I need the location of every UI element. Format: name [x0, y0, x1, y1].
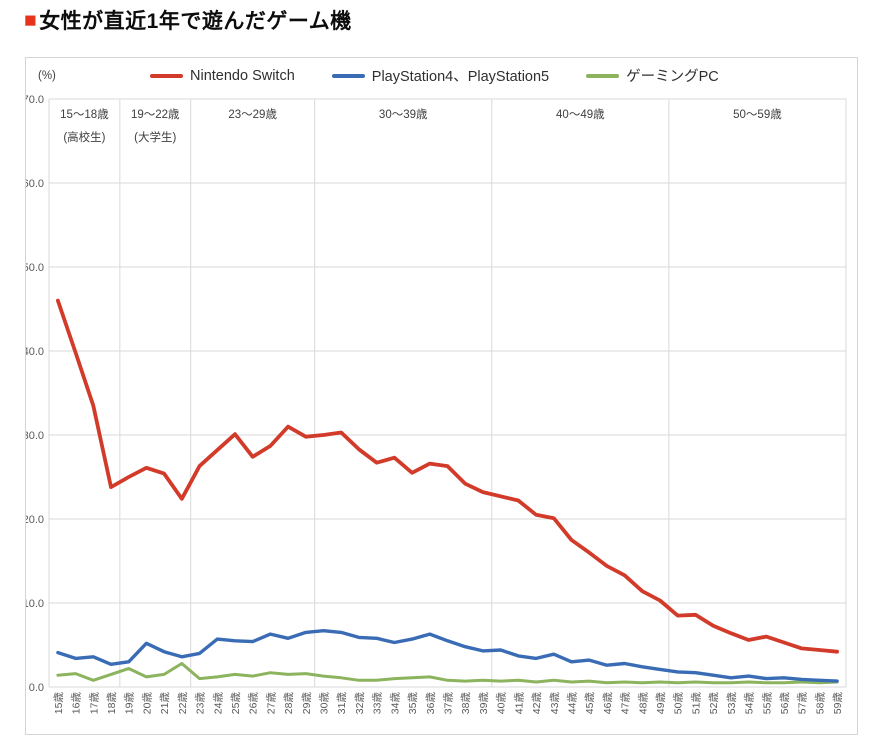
legend-label-gaming-pc: ゲーミングPC — [626, 69, 719, 85]
svg-text:43歳: 43歳 — [549, 692, 561, 715]
svg-text:35歳: 35歳 — [407, 692, 419, 715]
page-title-text: 女性が直近1年で遊んだゲーム機 — [39, 10, 352, 33]
svg-text:50.0: 50.0 — [26, 262, 44, 274]
legend-item-gaming-pc: ゲーミングPC — [586, 65, 719, 86]
svg-text:22歳: 22歳 — [177, 692, 189, 715]
svg-text:0.0: 0.0 — [29, 682, 44, 694]
svg-text:70.0: 70.0 — [26, 94, 44, 106]
svg-text:50歳: 50歳 — [673, 692, 685, 715]
svg-text:24歳: 24歳 — [212, 692, 224, 715]
svg-text:23〜29歳: 23〜29歳 — [228, 108, 277, 121]
chart-frame: (%) Nintendo Switch PlayStation4、PlaySta… — [25, 57, 858, 735]
svg-text:40.0: 40.0 — [26, 346, 44, 358]
svg-text:39歳: 39歳 — [478, 692, 490, 715]
svg-text:27歳: 27歳 — [265, 692, 277, 715]
svg-text:20歳: 20歳 — [141, 692, 153, 715]
svg-text:21歳: 21歳 — [159, 692, 171, 715]
svg-text:57歳: 57歳 — [797, 692, 809, 715]
svg-text:18歳: 18歳 — [106, 692, 118, 715]
svg-text:31歳: 31歳 — [336, 692, 348, 715]
svg-text:50〜59歳: 50〜59歳 — [733, 108, 782, 121]
title-bullet-square: ■ — [24, 8, 38, 32]
svg-text:40〜49歳: 40〜49歳 — [556, 108, 605, 121]
svg-text:41歳: 41歳 — [513, 692, 525, 715]
svg-text:38歳: 38歳 — [460, 692, 472, 715]
svg-text:44歳: 44歳 — [566, 692, 578, 715]
svg-text:46歳: 46歳 — [602, 692, 614, 715]
svg-text:48歳: 48歳 — [637, 692, 649, 715]
legend-swatch-red — [150, 73, 183, 78]
svg-text:15〜18歳: 15〜18歳 — [60, 108, 109, 121]
svg-text:34歳: 34歳 — [389, 692, 401, 715]
svg-text:52歳: 52歳 — [708, 692, 720, 715]
svg-text:20.0: 20.0 — [26, 514, 44, 526]
svg-text:55歳: 55歳 — [761, 692, 773, 715]
svg-text:32歳: 32歳 — [354, 692, 366, 715]
legend-item-playstation: PlayStation4、PlayStation5 — [331, 65, 550, 86]
svg-text:58歳: 58歳 — [814, 692, 826, 715]
svg-text:16歳: 16歳 — [71, 692, 83, 715]
line-chart: 70.0 60.0 50.0 40.0 30.0 20.0 10.0 0.0 15〜18歳 (高校… — [26, 94, 847, 715]
svg-text:53歳: 53歳 — [726, 692, 738, 715]
svg-text:47歳: 47歳 — [620, 692, 632, 715]
page-title: ■ 女性が直近1年で遊んだゲーム機 — [24, 5, 352, 35]
svg-text:17歳: 17歳 — [88, 692, 100, 715]
svg-text:10.0: 10.0 — [26, 598, 44, 610]
y-axis-unit-label: (%) — [38, 70, 56, 82]
legend-label-playstation: PlayStation4、PlayStation5 — [371, 69, 550, 85]
svg-text:19〜22歳: 19〜22歳 — [131, 108, 180, 121]
svg-text:49歳: 49歳 — [655, 692, 667, 715]
svg-text:36歳: 36歳 — [425, 692, 437, 715]
svg-text:28歳: 28歳 — [283, 692, 295, 715]
legend-swatch-green — [586, 73, 620, 78]
svg-text:15歳: 15歳 — [53, 692, 65, 715]
svg-text:23歳: 23歳 — [195, 692, 207, 715]
svg-text:51歳: 51歳 — [690, 692, 702, 715]
svg-text:30歳: 30歳 — [319, 692, 331, 715]
svg-text:(大学生): (大学生) — [134, 130, 176, 144]
legend-item-nintendo-switch: Nintendo Switch — [150, 68, 295, 84]
legend: Nintendo Switch PlayStation4、PlayStation… — [150, 65, 719, 86]
svg-text:(高校生): (高校生) — [63, 130, 105, 144]
legend-swatch-blue — [331, 73, 365, 78]
svg-text:33歳: 33歳 — [372, 692, 384, 715]
svg-text:30〜39歳: 30〜39歳 — [379, 108, 428, 121]
svg-text:37歳: 37歳 — [443, 692, 455, 715]
legend-label-nintendo-switch: Nintendo Switch — [190, 67, 295, 84]
svg-text:56歳: 56歳 — [779, 692, 791, 715]
svg-text:19歳: 19歳 — [124, 692, 136, 715]
svg-text:45歳: 45歳 — [584, 692, 596, 715]
svg-text:26歳: 26歳 — [248, 692, 260, 715]
svg-text:30.0: 30.0 — [26, 430, 44, 442]
svg-text:60.0: 60.0 — [26, 178, 44, 190]
svg-text:29歳: 29歳 — [301, 692, 313, 715]
svg-text:54歳: 54歳 — [744, 692, 756, 715]
svg-text:59歳: 59歳 — [832, 692, 844, 715]
svg-text:40歳: 40歳 — [496, 692, 508, 715]
svg-text:25歳: 25歳 — [230, 692, 242, 715]
svg-text:42歳: 42歳 — [531, 692, 543, 715]
